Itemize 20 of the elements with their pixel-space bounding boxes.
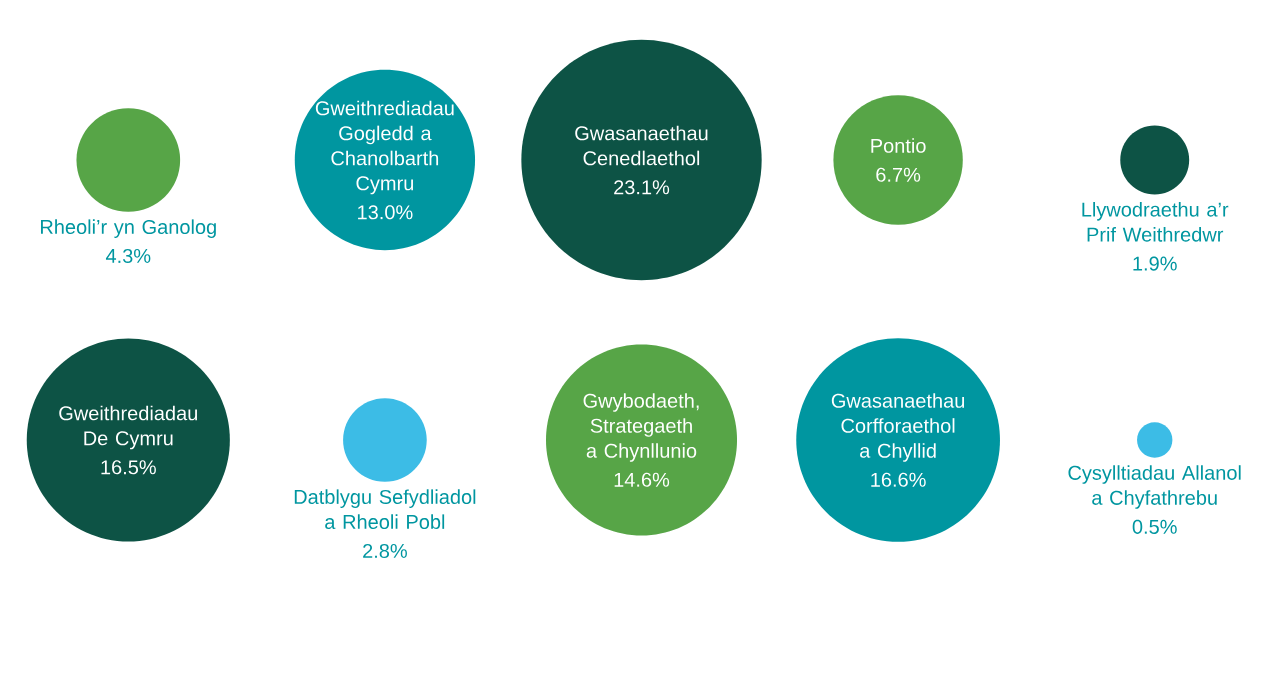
category-label: Rheoli’r yn Ganolog: [41, 219, 216, 239]
data-label: 4.3%: [105, 248, 151, 264]
data-label: 0.5%: [1132, 519, 1177, 534]
category-label: Gweithrediadau De Cymru: [59, 405, 197, 450]
data-label: 23.1%: [614, 180, 670, 195]
data-label: 1.9%: [1133, 256, 1177, 271]
category-label: Gwasanaethau Corfforaethol a Chyllid: [831, 393, 965, 462]
category-label: Cysylltiadau Allanol a Chyfathrebu: [1068, 465, 1241, 509]
category-label: Llywodraethu a’r Prif Weithredwr: [1082, 201, 1229, 242]
data-label: 2.8%: [363, 543, 407, 559]
category-label: Gweithrediadau Gogledd a Chanolbarth Cymru: [315, 100, 454, 195]
data-label: 14.6%: [614, 472, 670, 487]
data-label: 16.5%: [101, 460, 156, 475]
category-label: Gwasanaethau Cenedlaethol: [575, 125, 708, 166]
data-label: 13.0%: [358, 205, 413, 220]
category-label: Pontio: [871, 138, 926, 153]
category-label: Datblygu Sefydliadol a Rheoli Pobl: [294, 489, 476, 530]
category-label: Gwybodaeth, Strategaeth a Chynllunio: [583, 393, 699, 462]
data-label: 16.6%: [871, 472, 926, 487]
data-label: 6.7%: [876, 167, 921, 182]
